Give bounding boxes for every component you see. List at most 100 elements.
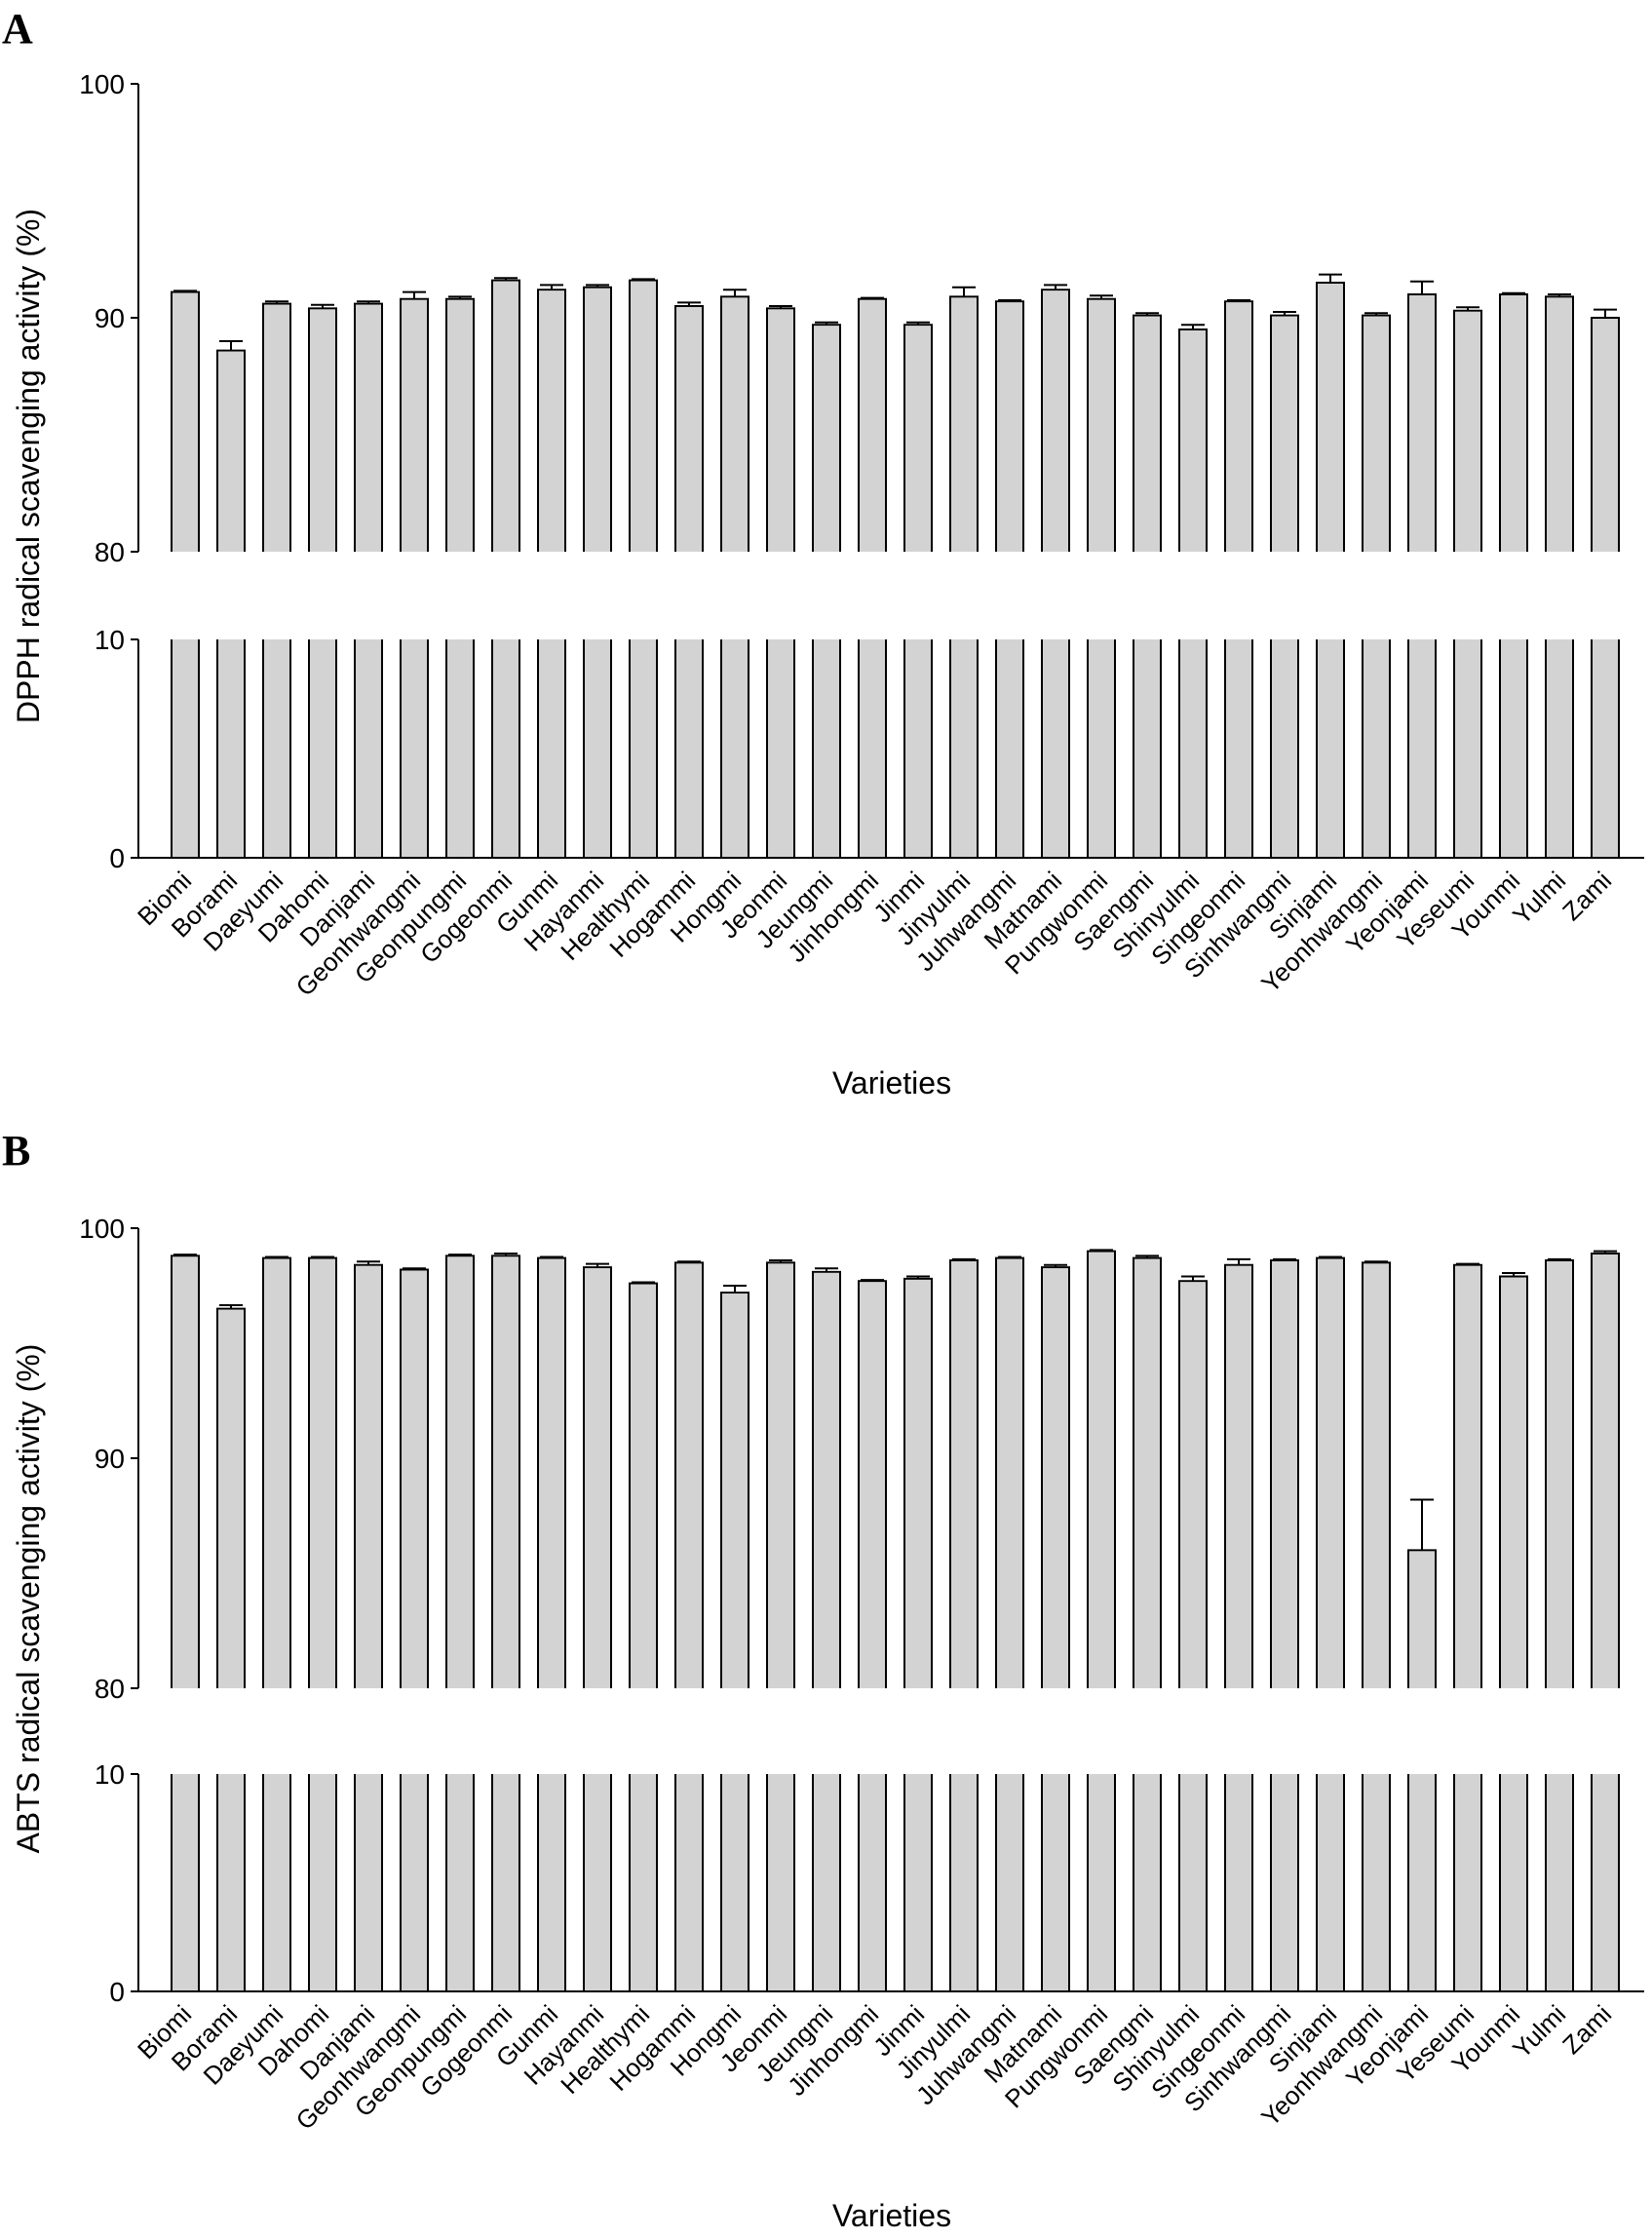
bar-lower-fill: [310, 639, 335, 857]
bar-upper-fill: [951, 1261, 977, 1688]
bar-upper-fill: [1455, 311, 1480, 552]
bar-upper-fill: [814, 1272, 839, 1688]
bar-lower-fill: [402, 639, 427, 857]
bar-lower-fill: [997, 639, 1022, 857]
bar-lower: [766, 639, 795, 858]
bar-lower: [1133, 639, 1162, 858]
bar-lower-fill: [860, 1774, 885, 1990]
bar-upper-fill: [1547, 297, 1572, 552]
y-tick-label: 90: [95, 1444, 125, 1474]
bar-lower: [491, 639, 520, 858]
bar-upper-fill: [1226, 1265, 1251, 1688]
y-tick-label: 0: [109, 843, 125, 873]
error-bar: [494, 277, 518, 281]
y-tick-label: 80: [95, 537, 125, 567]
bar-upper-fill: [905, 326, 931, 552]
bar-lower: [903, 639, 933, 858]
bar-upper-fill: [264, 1258, 289, 1688]
bar-lower-fill: [173, 639, 198, 857]
x-axis-title-a: Varieties: [832, 1065, 951, 1100]
bar-lower-fill: [1501, 1774, 1526, 1990]
bar-upper-fill: [768, 309, 793, 552]
bar-upper-fill: [1272, 1261, 1297, 1688]
bar-upper-fill: [1364, 316, 1389, 552]
bar-lower-fill: [218, 1774, 244, 1990]
error-bar: [311, 303, 334, 309]
bar-upper-fill: [1364, 1263, 1389, 1688]
bar-lower-fill: [585, 1774, 610, 1990]
bar-upper-fill: [1089, 1252, 1114, 1688]
bar-lower: [1270, 1774, 1299, 1991]
y-axis-title-b: ABTS radical scavenging activity (%): [11, 1344, 46, 1854]
bar-lower-fill: [356, 639, 381, 857]
bar-upper-fill: [1226, 302, 1251, 552]
bar-lower-fill: [997, 1774, 1022, 1990]
bar-lower-fill: [173, 1774, 198, 1990]
bar-upper-fill: [310, 1258, 335, 1688]
bar-upper-fill: [1455, 1265, 1480, 1688]
bar-lower-fill: [722, 1774, 748, 1990]
error-bar: [1044, 1263, 1067, 1268]
error-bar: [1273, 1257, 1296, 1261]
y-tick-label: 10: [95, 1759, 125, 1790]
error-bar: [219, 340, 243, 351]
bar-lower-fill: [585, 639, 610, 857]
bar-lower: [949, 639, 979, 858]
error-bar: [1548, 1257, 1571, 1261]
error-bar: [1181, 1275, 1205, 1282]
bar-lower-fill: [264, 1774, 289, 1990]
bar-upper-fill: [1501, 1277, 1526, 1688]
bar-lower-fill: [951, 639, 977, 857]
bar-lower: [903, 1774, 933, 1991]
category-label: Zami: [1556, 866, 1617, 926]
bar-lower: [1224, 1774, 1253, 1991]
bar-lower: [445, 639, 475, 858]
error-bar: [1044, 284, 1067, 290]
bar-lower-fill: [402, 1774, 427, 1990]
bar-lower: [400, 639, 429, 858]
bar-lower: [171, 1774, 200, 1991]
error-bar: [998, 299, 1021, 302]
bar-lower-fill: [905, 1774, 931, 1990]
panel-a: A DPPH radical scavenging activity (%) V…: [2, 5, 1644, 1100]
bar-lower-fill: [1180, 639, 1206, 857]
bar-lower: [216, 1774, 246, 1991]
error-bar: [906, 321, 930, 326]
bar-upper-fill: [1547, 1261, 1572, 1688]
bar-lower-fill: [1089, 639, 1114, 857]
error-bar: [357, 1260, 380, 1265]
error-bar: [448, 295, 472, 299]
bar-lower: [674, 1774, 704, 1991]
y-tick-label: 0: [109, 1977, 125, 2007]
error-bar: [265, 300, 288, 304]
bar-lower: [858, 639, 887, 858]
bar-upper-fill: [1409, 295, 1435, 552]
bar-lower-fill: [1272, 1774, 1297, 1990]
bar-upper-fill: [264, 304, 289, 552]
error-bar: [906, 1275, 930, 1279]
bar-lower-fill: [264, 639, 289, 857]
error-bar: [1273, 311, 1296, 316]
bar-lower: [1133, 1774, 1162, 1991]
bar-lower-fill: [1134, 639, 1160, 857]
bar-upper-fill: [1180, 1282, 1206, 1688]
bar-lower: [1453, 1774, 1482, 1991]
error-bar: [952, 286, 976, 297]
bar-lower: [766, 1774, 795, 1991]
bar-lower: [1087, 1774, 1116, 1991]
bar-upper-fill: [447, 1256, 473, 1688]
bar-upper-fill: [905, 1279, 931, 1688]
bar-lower-fill: [1455, 1774, 1480, 1990]
error-bar: [1410, 280, 1434, 294]
bar-upper-fill: [493, 281, 519, 552]
bar-upper-fill: [356, 304, 381, 552]
bar-lower-fill: [676, 639, 702, 857]
bar-upper-fill: [218, 351, 244, 552]
bar-lower: [1041, 639, 1070, 858]
error-bar: [815, 1267, 838, 1272]
bar-lower: [583, 1774, 612, 1991]
category-label: Yulmi: [1507, 1999, 1571, 2064]
bar-lower: [1453, 639, 1482, 858]
bar-lower: [1316, 1774, 1345, 1991]
bar-upper-fill: [218, 1309, 244, 1688]
